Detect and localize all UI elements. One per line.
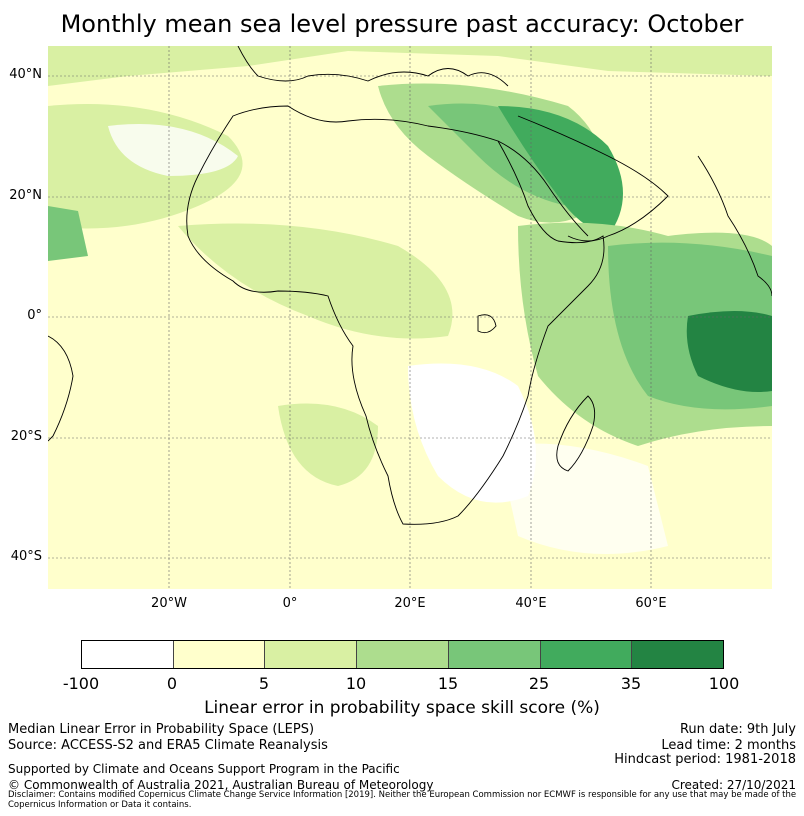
colorbar-tick: 0 [166, 674, 178, 693]
colorbar-segment [632, 641, 724, 668]
lon-label-20w: 20°W [151, 596, 187, 611]
footer-source: Source: ACCESS-S2 and ERA5 Climate Reana… [8, 738, 328, 753]
lon-label-40e: 40°E [515, 596, 547, 611]
footer-method: Median Linear Error in Probability Space… [8, 722, 315, 737]
colorbar [81, 640, 724, 669]
lon-label-0: 0° [282, 596, 298, 611]
colorbar-tick: 100 [708, 674, 740, 693]
lat-label-40s: 40°S [10, 549, 42, 564]
colorbar-tick: 5 [258, 674, 270, 693]
colorbar-tick: 25 [528, 674, 550, 693]
colorbar-segment [448, 641, 541, 668]
colorbar-segment [357, 641, 449, 668]
colorbar-tick: -100 [62, 674, 100, 693]
colorbar-tick: 15 [437, 674, 459, 693]
colorbar-segment [82, 641, 174, 668]
footer-created: Created: 27/10/2021 [671, 778, 796, 792]
footer-lead-time: Lead time: 2 months [661, 738, 796, 753]
lat-label-20n: 20°N [9, 188, 42, 203]
lat-label-0: 0° [27, 308, 42, 323]
footer-disclaimer: Disclaimer: Contains modified Copernicus… [8, 790, 797, 810]
lon-label-20e: 20°E [394, 596, 426, 611]
skill-map [48, 46, 772, 589]
footer-hindcast: Hindcast period: 1981-2018 [614, 752, 796, 767]
coastlines [48, 46, 772, 525]
colorbar-tick: 10 [345, 674, 367, 693]
colorbar-segment [173, 641, 266, 668]
colorbar-tick: 35 [620, 674, 642, 693]
footer-run-date: Run date: 9th July [679, 722, 796, 737]
lon-label-60e: 60°E [635, 596, 667, 611]
lat-label-20s: 20°S [10, 429, 42, 444]
map-title: Monthly mean sea level pressure past acc… [60, 10, 744, 38]
colorbar-segment [265, 641, 358, 668]
graticule [48, 46, 772, 589]
footer-supported: Supported by Climate and Oceans Support … [8, 762, 400, 776]
colorbar-label: Linear error in probability space skill … [204, 698, 600, 718]
lat-label-40n: 40°N [9, 67, 42, 82]
footer-copyright: © Commonwealth of Australia 2021, Austra… [8, 778, 434, 792]
skill-patches [48, 46, 772, 554]
colorbar-segment [540, 641, 633, 668]
